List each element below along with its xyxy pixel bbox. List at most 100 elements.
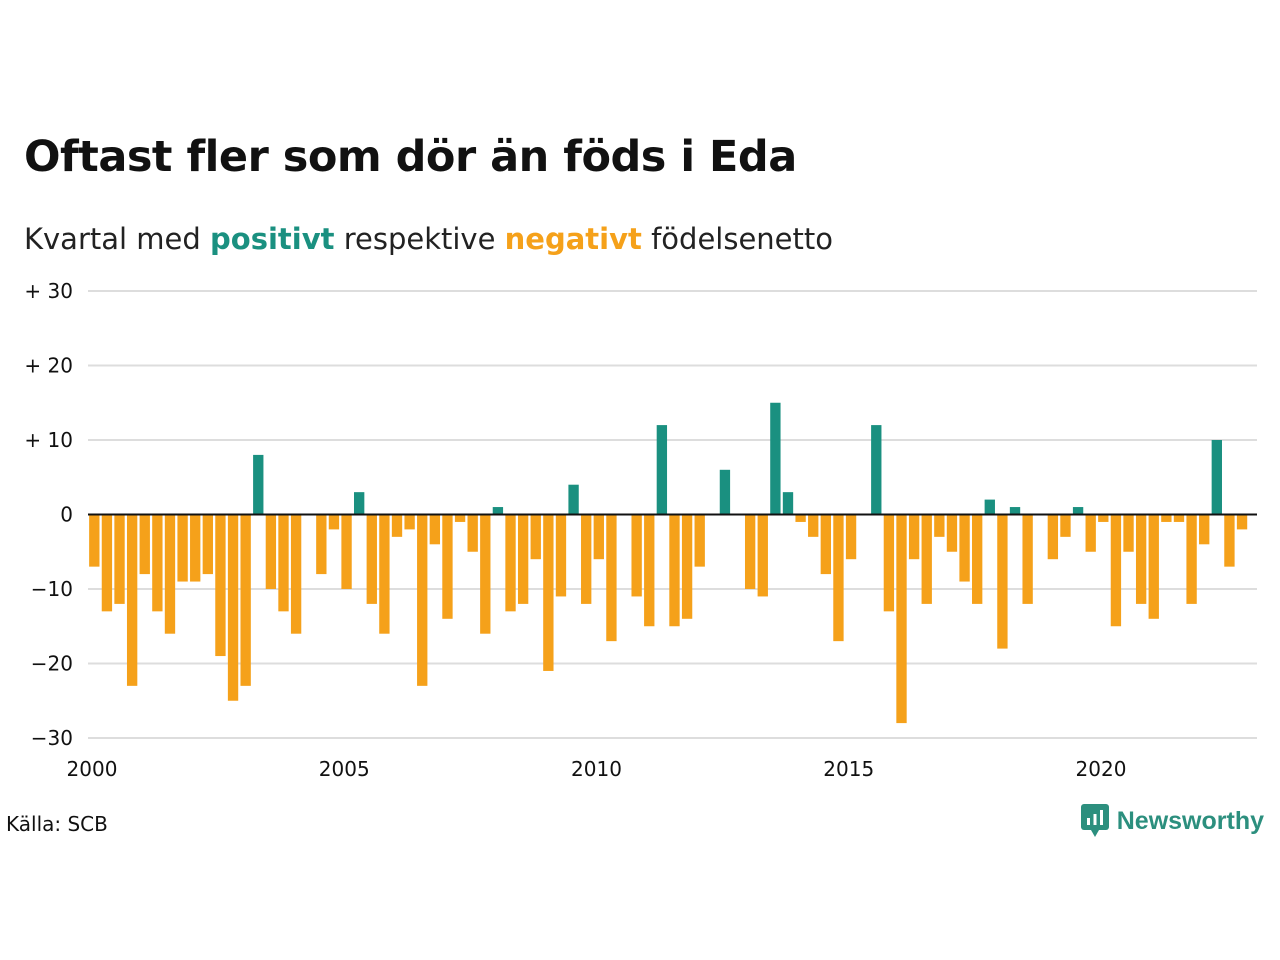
bar (896, 514, 907, 724)
bar (177, 514, 188, 582)
bar (265, 514, 277, 589)
bar (908, 514, 920, 560)
bar (391, 514, 403, 537)
bar (442, 514, 453, 619)
bar (353, 492, 365, 515)
bar (972, 514, 983, 604)
bar (1148, 514, 1159, 619)
bar (871, 425, 882, 515)
bar (1236, 514, 1248, 530)
bar (795, 514, 806, 522)
bar (845, 514, 857, 560)
bar (694, 514, 705, 567)
x-tick-label: 2000 (67, 757, 118, 781)
bar (757, 514, 768, 597)
bar (1224, 514, 1235, 567)
bar (1110, 514, 1122, 627)
bar (530, 514, 541, 560)
bar (959, 514, 970, 582)
bar (1085, 514, 1096, 552)
bar (946, 514, 958, 552)
subtitle-prefix: Kvartal med (24, 222, 211, 256)
x-tick-label: 2005 (319, 757, 370, 781)
bar (1199, 514, 1210, 545)
bar (681, 514, 693, 619)
y-tick-label: 0 (60, 503, 73, 527)
bar (1186, 514, 1197, 604)
bar (114, 514, 125, 604)
y-tick-label: −30 (31, 726, 73, 750)
bar (429, 514, 441, 545)
chart-subtitle: Kvartal med positivt respektive negativt… (24, 222, 833, 256)
bar (1211, 440, 1222, 515)
bar (202, 514, 213, 575)
bar (290, 514, 302, 634)
subtitle-negative-word: negativt (504, 222, 642, 256)
bar (820, 514, 832, 575)
newsworthy-brand[interactable]: Newsworthy (1080, 804, 1264, 838)
bar (454, 514, 466, 522)
bar (517, 514, 529, 604)
newsworthy-logo-icon (1080, 804, 1109, 837)
bar (480, 514, 491, 634)
y-tick-label: + 10 (24, 428, 73, 452)
bar (808, 514, 819, 537)
subtitle-middle: respektive (334, 222, 505, 256)
bar (492, 507, 504, 515)
bar (833, 514, 844, 642)
bar (644, 514, 655, 627)
y-tick-label: −10 (31, 577, 73, 601)
bar (366, 514, 377, 604)
bar (631, 514, 642, 597)
subtitle-suffix: födelsenetto (641, 222, 833, 256)
bar (1123, 514, 1134, 552)
bar (1161, 514, 1172, 522)
bar (1135, 514, 1147, 604)
bar (505, 514, 516, 612)
bar (379, 514, 390, 634)
bars (89, 402, 1248, 724)
bar (921, 514, 932, 604)
bar (593, 514, 604, 560)
bar (669, 514, 680, 627)
bar (89, 514, 100, 567)
x-tick-label: 2010 (571, 757, 622, 781)
bar (240, 514, 251, 686)
bar (543, 514, 554, 671)
bar (782, 492, 794, 515)
y-tick-label: + 20 (24, 354, 73, 378)
bar (1072, 507, 1084, 515)
bar (606, 514, 617, 642)
brand-name: Newsworthy (1116, 806, 1264, 835)
bar (744, 514, 756, 589)
bar (1022, 514, 1033, 604)
bar (997, 514, 1008, 649)
bar (770, 402, 781, 515)
bar (467, 514, 478, 552)
bar (1009, 507, 1021, 515)
bar (253, 454, 264, 515)
x-tick-label: 2020 (1076, 757, 1127, 781)
bar (139, 514, 150, 575)
y-tick-label: −20 (31, 652, 73, 676)
bar (1047, 514, 1059, 560)
bar (719, 469, 731, 515)
bar (984, 499, 995, 515)
bar (656, 425, 668, 515)
bar (934, 514, 945, 537)
y-tick-label: + 30 (24, 279, 73, 303)
bar (227, 514, 239, 701)
bar (152, 514, 163, 612)
bar (883, 514, 895, 612)
bar (568, 484, 579, 515)
bar (328, 514, 340, 530)
chart-title: Oftast fler som dör än föds i Eda (24, 132, 797, 182)
bar (404, 514, 415, 530)
bar (417, 514, 428, 686)
bar (1173, 514, 1185, 522)
bar (1060, 514, 1071, 537)
bar (164, 514, 176, 634)
bar (190, 514, 201, 582)
bar (215, 514, 226, 657)
